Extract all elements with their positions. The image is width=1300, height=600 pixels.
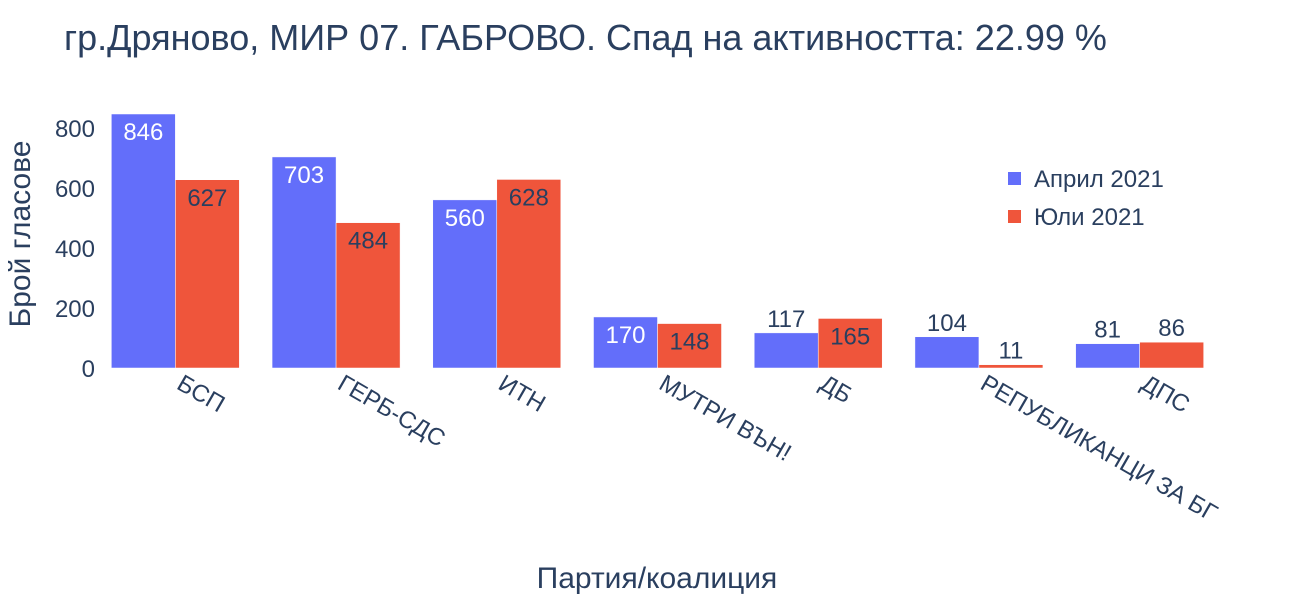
bar xyxy=(111,113,176,369)
y-tick-label: 600 xyxy=(55,176,95,203)
bar xyxy=(914,336,980,369)
bar xyxy=(657,323,722,369)
data-label: 11 xyxy=(998,338,1023,365)
x-tick-label: ДБ xyxy=(815,370,856,409)
bar xyxy=(1075,343,1140,369)
x-tick-label: ГЕРБ-СДС xyxy=(333,370,450,453)
data-label: 170 xyxy=(605,322,645,349)
y-tick-label: 400 xyxy=(55,236,95,263)
data-label: 703 xyxy=(284,162,324,189)
bar xyxy=(335,222,401,369)
y-tick-label: 200 xyxy=(55,296,95,323)
y-axis: 0 200 400 600 800 xyxy=(55,116,95,383)
data-label: 846 xyxy=(123,119,163,146)
bar xyxy=(593,316,658,369)
data-label: 148 xyxy=(669,329,709,356)
bar xyxy=(271,156,337,369)
y-tick-label: 800 xyxy=(55,116,95,143)
x-axis-title: Партия/коалиция xyxy=(537,562,778,595)
x-axis: БСП ГЕРБ-СДС ИТН МУТРИ ВЪН! ДБ РЕПУБЛИКАНЦИ З… xyxy=(172,370,1221,527)
data-label: 560 xyxy=(445,205,485,232)
x-tick-label: ИТН xyxy=(494,370,550,418)
legend-label: Април 2021 xyxy=(1034,166,1164,193)
legend-swatch xyxy=(1008,210,1021,223)
bars: 846 627 703 484 560 628 170 148 117 165 104 11 81 86 xyxy=(111,113,1204,369)
bar xyxy=(753,332,819,369)
chart-title: гр.Дряново, МИР 07. ГАБРОВО. Спад на акт… xyxy=(64,17,1107,58)
x-tick-label: МУТРИ ВЪН! xyxy=(655,370,796,467)
data-label: 628 xyxy=(509,184,549,211)
y-axis-title: Брой гласове xyxy=(4,141,37,328)
legend-swatch xyxy=(1008,172,1021,185)
data-label: 165 xyxy=(830,323,870,350)
bar xyxy=(1139,341,1204,369)
x-tick-label: БСП xyxy=(172,370,229,418)
data-label: 627 xyxy=(187,185,227,212)
data-label: 104 xyxy=(927,310,967,337)
data-label: 484 xyxy=(348,228,388,255)
legend-label: Юли 2021 xyxy=(1034,204,1145,231)
bar xyxy=(496,179,562,369)
bar xyxy=(978,364,1044,369)
data-label: 117 xyxy=(767,306,805,333)
bar xyxy=(817,318,883,369)
data-label: 86 xyxy=(1158,315,1185,342)
x-tick-label: ДПС xyxy=(1137,370,1195,419)
bar xyxy=(175,179,240,369)
data-label: 81 xyxy=(1094,317,1121,344)
y-tick-label: 0 xyxy=(82,356,95,383)
legend: Април 2021 Юли 2021 xyxy=(1008,166,1164,231)
bar xyxy=(432,199,498,369)
